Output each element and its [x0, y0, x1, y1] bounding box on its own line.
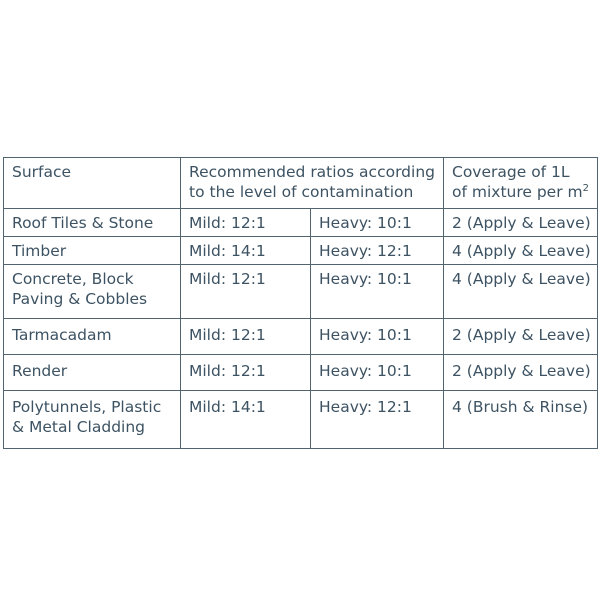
cell-coverage: 2 (Apply & Leave) [443, 318, 598, 355]
cell-coverage-text: 2 (Apply & Leave) [452, 326, 591, 344]
cell-mild: Mild: 14:1 [180, 236, 311, 265]
header-surface-text: Surface [12, 163, 72, 181]
cell-mild: Mild: 12:1 [180, 354, 311, 391]
cell-heavy: Heavy: 12:1 [310, 390, 444, 449]
cell-mild: Mild: 12:1 [180, 318, 311, 355]
cell-mild-text: Mild: 14:1 [189, 242, 266, 260]
cell-surface-text: Roof Tiles & Stone [12, 214, 154, 232]
cell-mild-text: Mild: 12:1 [189, 214, 266, 232]
table-row: Roof Tiles & Stone Mild: 12:1 Heavy: 10:1 2… [3, 208, 598, 237]
table-row: Render Mild: 12:1 Heavy: 10:1 2 (Apply & Le… [3, 354, 598, 391]
dilution-table: Surface Recommended ratios according to … [3, 157, 598, 449]
cell-mild-text: Mild: 14:1 [189, 398, 266, 416]
cell-mild: Mild: 14:1 [180, 390, 311, 449]
header-coverage-line2: of mixture per m2 [452, 182, 597, 202]
cell-coverage: 4 (Brush & Rinse) [443, 390, 598, 449]
cell-surface-text: Concrete, Block [12, 270, 134, 288]
cell-surface-text: Paving & Cobbles [12, 290, 148, 308]
cell-heavy-text: Heavy: 10:1 [319, 362, 412, 380]
header-surface: Surface [3, 157, 181, 209]
table-row: Tarmacadam Mild: 12:1 Heavy: 10:1 2 (Apply … [3, 318, 598, 355]
cell-mild: Mild: 12:1 [180, 264, 311, 319]
cell-heavy: Heavy: 10:1 [310, 264, 444, 319]
cell-surface-text: Polytunnels, Plastic [12, 398, 162, 416]
cell-heavy-text: Heavy: 10:1 [319, 270, 412, 288]
table-row: Concrete, Block Paving & Cobbles Mild: 12:… [3, 264, 598, 319]
header-ratios-line1: Recommended ratios according [189, 163, 435, 181]
cell-heavy-text: Heavy: 12:1 [319, 398, 412, 416]
cell-coverage: 2 (Apply & Leave) [443, 208, 598, 237]
cell-surface: Polytunnels, Plastic & Metal Cladding [3, 390, 181, 449]
cell-heavy: Heavy: 10:1 [310, 208, 444, 237]
cell-coverage-text: 2 (Apply & Leave) [452, 362, 591, 380]
cell-heavy: Heavy: 10:1 [310, 318, 444, 355]
header-coverage-line1: Coverage of 1L [452, 163, 570, 181]
cell-coverage-text: 4 (Brush & Rinse) [452, 398, 589, 416]
cell-mild: Mild: 12:1 [180, 208, 311, 237]
cell-surface-text: & Metal Cladding [12, 418, 146, 436]
cell-surface: Concrete, Block Paving & Cobbles [3, 264, 181, 319]
cell-surface: Roof Tiles & Stone [3, 208, 181, 237]
cell-coverage: 4 (Apply & Leave) [443, 236, 598, 265]
table-row: Polytunnels, Plastic & Metal Cladding Mild… [3, 390, 598, 449]
cell-surface: Render [3, 354, 181, 391]
cell-surface: Timber [3, 236, 181, 265]
cell-heavy-text: Heavy: 10:1 [319, 326, 412, 344]
header-coverage: Coverage of 1L of mixture per m2 [443, 157, 598, 209]
cell-coverage: 2 (Apply & Leave) [443, 354, 598, 391]
cell-mild-text: Mild: 12:1 [189, 362, 266, 380]
cell-surface-text: Timber [12, 242, 67, 260]
cell-heavy: Heavy: 10:1 [310, 354, 444, 391]
header-ratios-line2: to the level of contamination [189, 183, 414, 201]
superscript: 2 [582, 182, 589, 194]
cell-heavy-text: Heavy: 10:1 [319, 214, 412, 232]
cell-coverage-text: 4 (Apply & Leave) [452, 270, 591, 288]
cell-surface-text: Tarmacadam [12, 326, 112, 344]
cell-heavy-text: Heavy: 12:1 [319, 242, 412, 260]
table-row: Timber Mild: 14:1 Heavy: 12:1 4 (Apply & Le… [3, 236, 598, 265]
cell-mild-text: Mild: 12:1 [189, 270, 266, 288]
cell-surface-text: Render [12, 362, 68, 380]
header-ratios: Recommended ratios according to the leve… [180, 157, 444, 209]
cell-coverage-text: 4 (Apply & Leave) [452, 242, 591, 260]
cell-mild-text: Mild: 12:1 [189, 326, 266, 344]
cell-surface: Tarmacadam [3, 318, 181, 355]
cell-coverage-text: 2 (Apply & Leave) [452, 214, 591, 232]
cell-heavy: Heavy: 12:1 [310, 236, 444, 265]
header-row: Surface Recommended ratios according to … [3, 157, 598, 209]
cell-coverage: 4 (Apply & Leave) [443, 264, 598, 319]
header-coverage-line2-text: of mixture per m [452, 183, 583, 201]
